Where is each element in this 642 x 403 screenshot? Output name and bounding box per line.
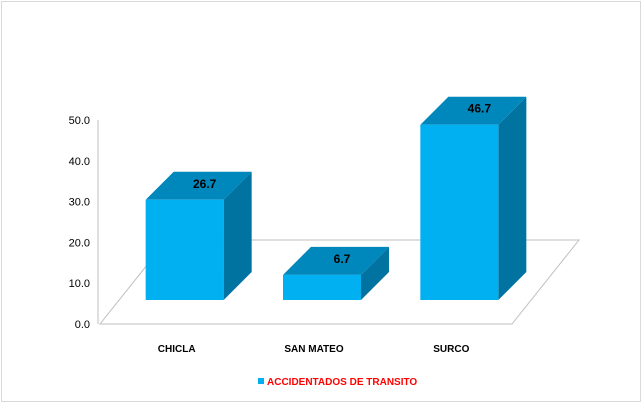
x-axis: CHICLA SAN MATEO SURCO [158,344,470,355]
y-tick-label: 40.0 [69,156,90,168]
bar-top-face [145,171,252,200]
y-tick-label: 30.0 [69,197,90,209]
y-tick-label: 0.0 [75,319,90,331]
y-axis: 0.0 10.0 20.0 30.0 40.0 50.0 [69,115,90,331]
bar-front-face [145,199,224,300]
bar-front-face [420,124,499,300]
bar-side-face [223,171,252,300]
x-tick-label: SAN MATEO [284,344,343,355]
bar-san-mateo [283,246,389,300]
legend-swatch [258,378,264,384]
floor-plane [97,120,581,325]
bar-side-face [361,246,389,300]
data-labels: 26.7 6.7 46.7 [193,102,491,266]
x-tick-label: SURCO [433,344,469,355]
data-label: 6.7 [334,252,351,266]
floor-plane-shape [98,239,581,325]
legend-label: ACCIDENTADOS DE TRANSITO [267,377,417,388]
bar-front-face [283,274,361,300]
data-label: 26.7 [193,177,217,191]
legend: ACCIDENTADOS DE TRANSITO [258,377,417,388]
x-tick-label: CHICLA [158,344,196,355]
bar-side-face [498,96,527,300]
bar-surco [420,96,527,300]
data-label: 46.7 [468,102,492,116]
bar-top-face [420,96,527,125]
bar-chicla [145,171,252,300]
y-tick-label: 50.0 [69,115,90,127]
bar-top-face [283,246,389,275]
y-tick-label: 10.0 [69,278,90,290]
bars [145,96,527,300]
y-tick-label: 20.0 [69,237,90,249]
